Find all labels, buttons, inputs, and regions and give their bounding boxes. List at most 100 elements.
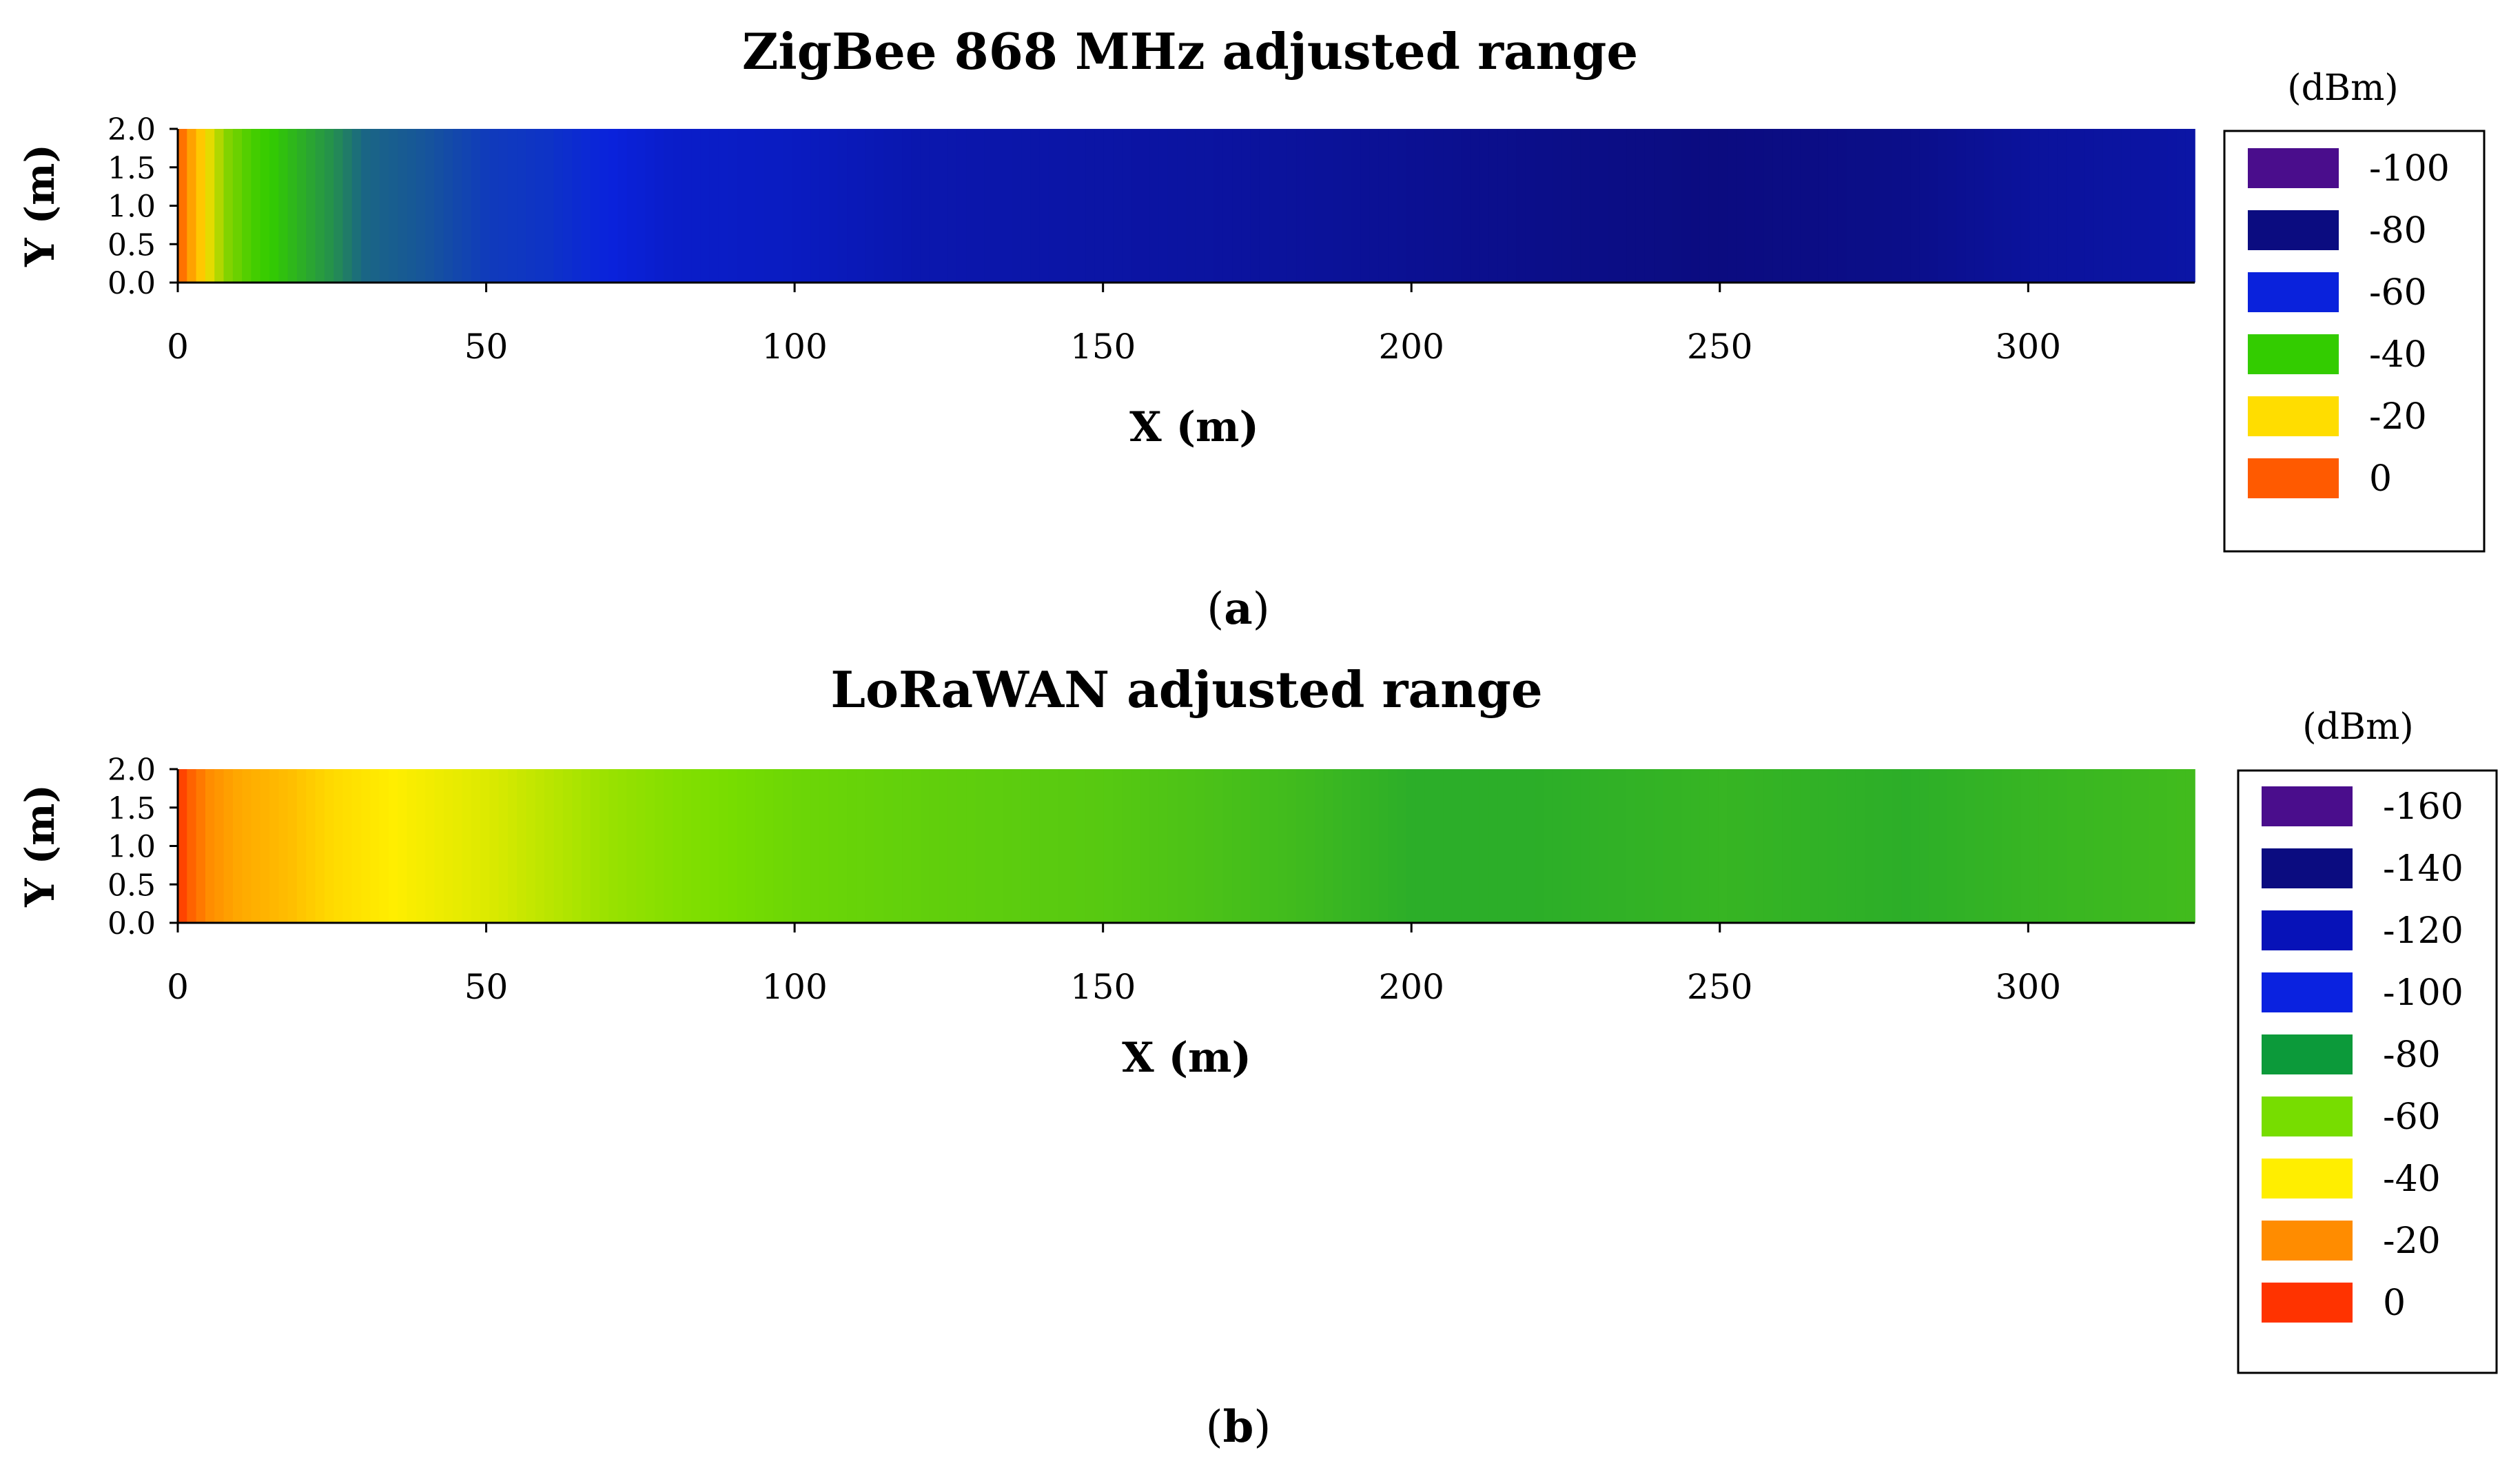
heatmap-cell [416,769,427,923]
heatmap-cell [1910,769,1920,923]
heatmap-cell [1947,129,1957,283]
heatmap-cell [874,129,885,283]
x-axis-a: 0 50 100 150 200 250 300 X (m) [167,281,2195,451]
heatmap-cell [1571,769,1581,923]
heatmap-cell [865,129,875,283]
heatmap-cell [1929,129,1939,283]
heatmap-cell [1599,769,1609,923]
heatmap-cell [351,769,362,923]
legend-swatch [2262,786,2353,826]
x-tick-label: 300 [1996,967,2061,1007]
heatmap-cell [2130,769,2140,923]
heatmap-cell [1360,769,1371,923]
heatmap-cell [920,129,930,283]
heatmap-cell [544,769,555,923]
heatmap-cell [1397,129,1407,283]
heatmap-cell [1039,129,1049,283]
heatmap-cell [462,769,472,923]
heatmap-cell [1140,769,1151,923]
heatmap-cell [2149,129,2159,283]
x-axis-b: 0 50 100 150 200 250 300 X (m) [167,921,2195,1082]
heatmap-cell [581,129,591,283]
heatmap-cell [581,769,591,923]
heatmap-cell [810,129,821,283]
heatmap-cell [728,769,738,923]
heatmap-cell [1076,129,1086,283]
heatmap-cell [1232,129,1242,283]
heatmap-cell [1461,129,1471,283]
heatmap-cell [296,769,307,923]
heatmap-cell [1205,129,1215,283]
heatmap-cell [1663,769,1673,923]
heatmap-cell [1956,769,1967,923]
heatmap-cell [626,769,637,923]
heatmap-cell [1544,129,1554,283]
heatmap-cell [1810,769,1820,923]
heatmap-cell [1580,769,1590,923]
heatmap-cell [434,769,444,923]
heatmap-cell [498,769,509,923]
heatmap-cell [929,769,940,923]
heatmap-cell [2093,769,2104,923]
heatmap-cell [315,129,325,283]
heatmap-cell [1497,769,1508,923]
legend-label: -100 [2369,148,2450,190]
heatmap-cell [1635,769,1646,923]
heatmap-cell [801,129,811,283]
heatmap-cell [1076,769,1086,923]
heatmap-cell [251,129,261,283]
heatmap-cell [1874,129,1884,283]
heatmap-cell [1259,769,1270,923]
heatmap-cell [2057,129,2067,283]
heatmap-cell [902,129,912,283]
heatmap-cell [1232,769,1242,923]
heatmap-cell [737,129,747,283]
heatmap-cell [1488,129,1499,283]
heatmap-cell [407,129,417,283]
legend-swatch [2262,848,2353,888]
heatmap-cell [306,129,316,283]
heatmap-cell [278,769,289,923]
legend-label: -60 [2369,272,2427,314]
heatmap-cell [425,129,436,283]
heatmap-cell [1305,129,1315,283]
heatmap-cell [306,769,316,923]
legend-swatch [2248,148,2339,188]
x-tick-label: 150 [1070,327,1136,367]
heatmap-cell [837,129,848,283]
heatmap-cell [1305,769,1315,923]
legend-swatch [2248,396,2339,436]
heatmap-cell [2084,129,2095,283]
x-axis-label-a: X (m) [1129,403,1259,451]
heatmap-cell [1250,129,1260,283]
panel-a: ZigBee 868 MHz adjusted range 0.00.51.0 1… [17,22,2486,635]
heatmap-cell [370,769,380,923]
heatmap-cell [755,769,766,923]
heatmap-cell [1205,769,1215,923]
heatmap-cell [517,129,527,283]
heatmap-cell [1113,769,1123,923]
heatmap-cell [1085,129,1096,283]
heatmap-cell [517,769,527,923]
heatmap-cell [1278,769,1288,923]
heatmap-cell [187,769,197,923]
heatmap-cell [1938,769,1948,923]
heatmap-cell [1158,769,1169,923]
heatmap-cell [1443,769,1453,923]
heatmap-cell [269,769,280,923]
heatmap-cell [1754,129,1765,283]
heatmap-cell [1993,129,2003,283]
heatmap-cell [1452,129,1462,283]
heatmap-cell [1754,769,1765,923]
heatmap-cell [434,129,444,283]
heatmap-cell [1507,129,1517,283]
heatmap-cell [700,129,710,283]
heatmap-cell [2121,769,2131,923]
heatmap-cell [773,129,783,283]
heatmap-cell [691,769,701,923]
heatmap-cell [892,769,903,923]
heatmap-cell [1535,129,1545,283]
heatmap-cell [2066,769,2076,923]
legend-label: -140 [2383,848,2463,890]
